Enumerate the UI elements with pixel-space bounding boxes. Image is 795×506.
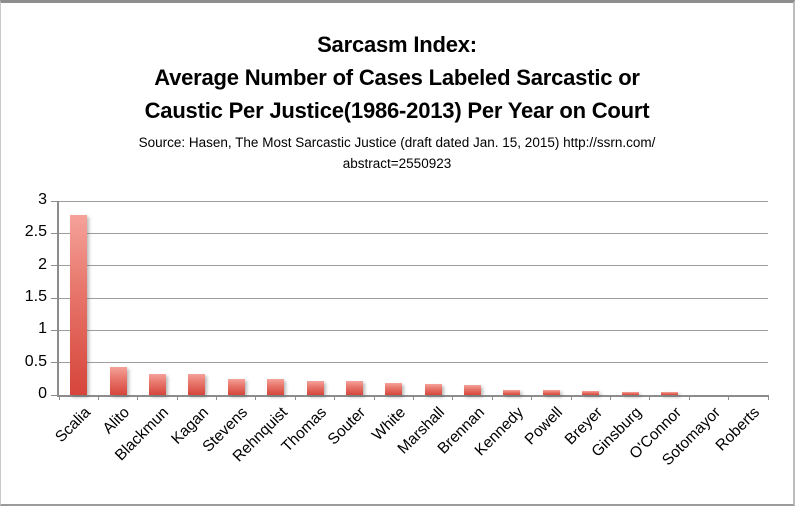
plot-area: 0 0.5 1 1.5 2 2.5 3 Scalia Alito Blackmun Kagan Ste… [25,191,769,469]
bar-rehnquist [267,379,285,395]
bar-brennan [464,385,482,395]
bar-kennedy [503,389,521,395]
y-tick-label: 1 [38,320,47,338]
bar-blackmun [148,373,166,395]
x-axis-tick [373,395,375,400]
y-tick-label: 2.5 [24,223,47,241]
y-tick-label: 0.5 [24,352,47,370]
x-axis-tick [294,395,296,400]
x-axis-tick [767,395,769,400]
bar-oconnor [661,392,679,395]
y-axis-tick [51,329,57,331]
title-line-3: Caustic Per Justice(1986-2013) Per Year … [144,98,650,123]
x-axis-line [57,395,768,397]
x-axis-tick [176,395,178,400]
bar-powell [542,390,560,395]
bar-alito [109,367,127,395]
y-axis-tick [51,265,57,267]
gridline [59,329,768,331]
gridline [59,265,768,267]
x-axis-tick [491,395,493,400]
bar-marshall [424,384,442,395]
x-axis-tick [609,395,611,400]
x-axis-tick [255,395,257,400]
bar-white [385,382,403,395]
y-tick-label: 1.5 [24,288,47,305]
y-tick-label: 2 [38,255,47,273]
chart-source: Source: Hasen, The Most Sarcastic Justic… [1,132,793,174]
y-axis-line [57,201,59,397]
chart-title: Sarcasm Index: Average Number of Cases L… [1,28,793,127]
x-axis-tick [137,395,139,400]
y-axis-tick [51,297,57,299]
y-tick-label: 0 [38,385,47,402]
x-axis-tick [216,395,218,400]
bar-breyer [582,391,600,395]
x-axis-tick [531,395,533,400]
gridline [59,362,768,364]
x-axis-tick [334,395,336,400]
y-axis-tick [51,362,57,364]
y-axis-tick [51,232,57,234]
bar-thomas [306,380,324,395]
source-line-1: Source: Hasen, The Most Sarcastic Justic… [138,135,656,150]
gridline [59,232,768,234]
title-line-1: Sarcasm Index: [317,32,477,57]
x-axis-tick [728,395,730,400]
y-axis-tick [51,200,57,202]
bar-scalia [70,215,88,395]
gridline [59,297,768,299]
title-line-2: Average Number of Cases Labeled Sarcasti… [154,65,640,90]
x-axis-tick [58,395,60,400]
bar-souter [345,381,363,395]
x-axis-tick [97,395,99,400]
x-axis-tick [649,395,651,400]
source-line-2: abstract=2550923 [342,156,452,171]
bar-stevens [227,378,245,395]
bar-kagan [188,373,206,395]
x-axis-tick [688,395,690,400]
x-axis-tick [452,395,454,400]
gridline [59,200,768,202]
x-axis-tick [570,395,572,400]
y-axis-tick [51,394,57,396]
bar-ginsburg [621,391,639,395]
x-axis-tick [413,395,414,400]
y-tick-label: 3 [38,191,47,208]
